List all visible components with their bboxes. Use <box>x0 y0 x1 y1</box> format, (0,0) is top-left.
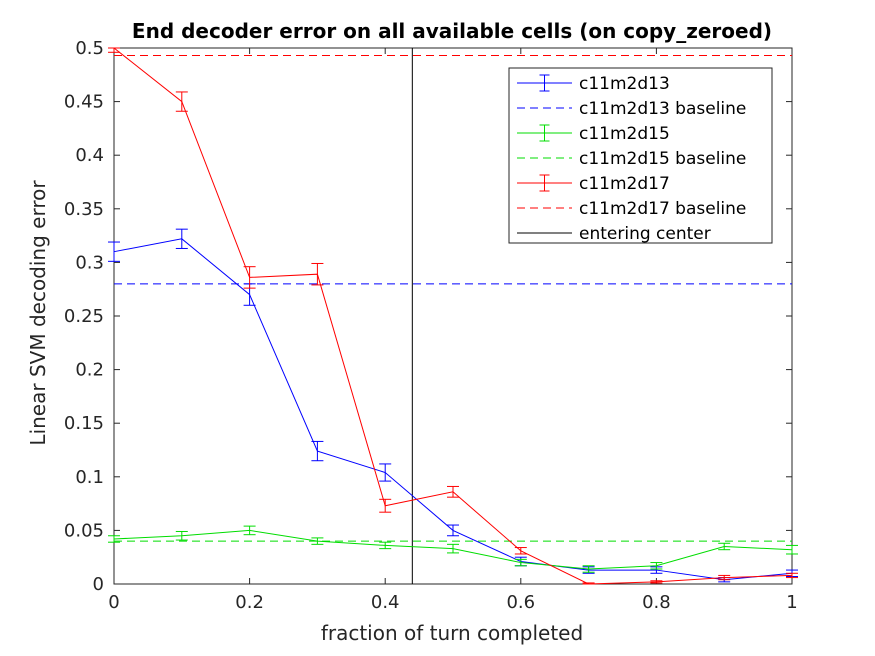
error-bar-c11m2d17 <box>786 572 798 579</box>
x-tick-label: 1 <box>786 592 797 613</box>
error-bar-c11m2d15 <box>514 558 527 567</box>
y-tick-label: 0.2 <box>75 360 104 381</box>
error-bar-c11m2d17 <box>243 266 256 289</box>
legend-label: c11m2d17 <box>579 174 670 194</box>
y-tick-label: 0.3 <box>75 252 104 273</box>
error-bar-c11m2d15 <box>650 562 663 570</box>
y-tick-label: 0 <box>93 574 104 595</box>
legend-label: c11m2d15 <box>579 124 670 144</box>
error-bar-c11m2d15 <box>108 535 120 543</box>
error-bar-c11m2d17 <box>650 580 663 584</box>
y-tick-label: 0.1 <box>75 467 104 488</box>
legend-label: c11m2d17 baseline <box>579 199 746 219</box>
legend-box <box>508 67 773 244</box>
x-tick-label: 0.2 <box>235 592 264 613</box>
x-tick-label: 0 <box>108 592 119 613</box>
error-bar-c11m2d17 <box>108 47 120 53</box>
chart-title: End decoder error on all available cells… <box>132 19 772 43</box>
x-axis-label: fraction of turn completed <box>321 621 583 645</box>
legend-label: c11m2d15 baseline <box>579 149 746 169</box>
y-tick-label: 0.5 <box>75 38 104 59</box>
error-bar-c11m2d15 <box>786 544 798 555</box>
error-bar-c11m2d15 <box>311 537 324 545</box>
y-tick-label: 0.15 <box>64 413 104 434</box>
error-bar-c11m2d15 <box>379 541 392 550</box>
y-tick-label: 0.05 <box>64 520 104 541</box>
legend-label: c11m2d13 baseline <box>579 99 746 119</box>
y-tick-label: 0.4 <box>75 145 104 166</box>
error-bar-c11m2d17 <box>175 91 188 112</box>
legend-label: c11m2d13 <box>579 74 670 94</box>
error-bar-c11m2d15 <box>175 530 188 541</box>
legend-label: entering center <box>579 224 711 244</box>
legend: c11m2d13 c11m2d13 baseline c11m2d15 c11m2d1… <box>508 67 773 244</box>
y-tick-label: 0.35 <box>64 199 104 220</box>
error-bar-c11m2d17 <box>582 582 595 585</box>
error-bar-c11m2d15 <box>447 543 459 554</box>
error-bar-c11m2d13 <box>175 228 188 249</box>
error-bar-c11m2d13 <box>311 440 324 462</box>
x-tick-label: 0.6 <box>506 592 535 613</box>
error-bar-c11m2d13 <box>447 524 459 537</box>
error-bar-c11m2d17 <box>447 485 459 498</box>
x-tick-label: 0.4 <box>371 592 400 613</box>
error-bar-c11m2d17 <box>379 498 392 513</box>
error-bar-c11m2d17 <box>311 262 324 286</box>
error-bar-c11m2d17 <box>718 574 731 581</box>
y-axis-label: Linear SVM decoding error <box>26 180 50 446</box>
x-tick-label: 0.8 <box>642 592 671 613</box>
error-bar-c11m2d15 <box>718 542 731 551</box>
error-bar-c11m2d15 <box>582 565 595 573</box>
error-bar-c11m2d17 <box>514 547 527 555</box>
y-tick-label: 0.25 <box>64 306 104 327</box>
error-bar-c11m2d15 <box>243 525 256 536</box>
y-tick-label: 0.45 <box>64 92 104 113</box>
error-bar-c11m2d13 <box>379 463 392 482</box>
error-bar-c11m2d13 <box>108 241 120 262</box>
